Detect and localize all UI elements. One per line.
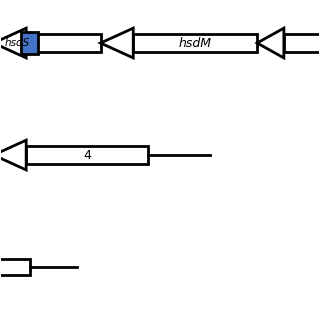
Bar (26, 146, 148, 164)
Polygon shape (100, 28, 133, 58)
Bar (21, 32, 38, 54)
Polygon shape (257, 28, 284, 58)
Bar (133, 34, 257, 52)
Text: hsdS: hsdS (4, 38, 30, 48)
Text: hsdM: hsdM (179, 36, 212, 50)
Polygon shape (0, 28, 26, 58)
Polygon shape (0, 140, 26, 170)
Bar (26, 34, 100, 52)
Bar (0, 259, 30, 276)
Bar (284, 34, 320, 52)
Text: 4: 4 (83, 148, 91, 162)
